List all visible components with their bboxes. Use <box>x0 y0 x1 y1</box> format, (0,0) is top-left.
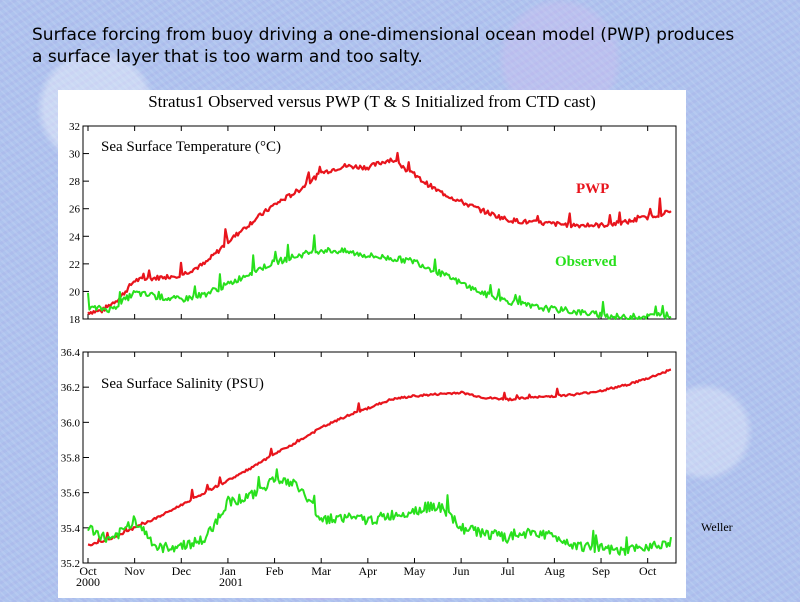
temperature-ytick-label: 26 <box>69 204 81 216</box>
caption-line-2: a surface layer that is too warm and too… <box>32 47 423 67</box>
salinity-series <box>87 368 672 556</box>
salinity-line-observed <box>87 468 672 556</box>
x-axis: Oct Nov Dec Jan Feb Mar Apr May Jun Jul Aug Sep Oct <box>79 564 657 578</box>
temperature-ytick-label: 22 <box>69 259 80 271</box>
temperature-ytick-label: 32 <box>69 121 80 133</box>
temperature-ytick-label: 20 <box>69 286 81 298</box>
x-tick-label: Jul <box>501 564 516 578</box>
x-tick-label: May <box>403 564 425 578</box>
chart-title: Stratus1 Observed versus PWP (T & S Init… <box>148 92 596 111</box>
chart-svg: Stratus1 Observed versus PWP (T & S Init… <box>61 92 677 589</box>
x-tick-label: Dec <box>172 564 191 578</box>
caption: Surface forcing from buoy driving a one-… <box>32 24 782 68</box>
figure-panel: Stratus1 Observed versus PWP (T & S Init… <box>58 90 686 598</box>
salinity-ytick-label: 36.0 <box>61 417 81 429</box>
salinity-ytick-label: 36.2 <box>61 382 80 394</box>
temperature-panel-frame <box>82 125 677 320</box>
temperature-panel-label: Sea Surface Temperature (°C) <box>101 139 281 155</box>
legend-pwp-label: PWP <box>576 181 609 197</box>
x-tick-label: Oct <box>79 564 97 578</box>
credit-label: Weller <box>701 520 733 534</box>
x-tick-label: Oct <box>639 564 657 578</box>
salinity-ytick-label: 35.8 <box>61 453 81 465</box>
year-label-2001: 2001 <box>219 575 243 589</box>
x-tick-label: Jun <box>453 564 470 578</box>
temperature-ytick-label: 28 <box>69 176 81 188</box>
x-tick-label: Feb <box>266 564 284 578</box>
x-tick-label: Mar <box>311 564 331 578</box>
salinity-ytick-label: 35.4 <box>61 523 81 535</box>
x-tick-label: Aug <box>544 564 565 578</box>
x-tick-label: Apr <box>359 564 378 578</box>
salinity-y-axis: 35.2 35.4 35.6 35.8 36.0 36.2 36.4 <box>61 347 649 570</box>
salinity-ytick-label: 36.4 <box>61 347 81 359</box>
caption-line-1: Surface forcing from buoy driving a one-… <box>32 25 735 45</box>
x-tick-label: Nov <box>124 564 145 578</box>
temperature-line-pwp <box>87 151 672 315</box>
x-tick-label: Jan <box>220 564 236 578</box>
temperature-ytick-label: 30 <box>69 149 81 161</box>
temperature-line-observed <box>87 234 672 320</box>
salinity-panel-label: Sea Surface Salinity (PSU) <box>101 376 264 392</box>
x-tick-label: Sep <box>592 564 610 578</box>
temperature-y-axis: 18 20 22 24 26 28 30 32 <box>69 121 649 326</box>
year-label-2000: 2000 <box>76 575 100 589</box>
salinity-line-pwp <box>87 368 672 547</box>
temperature-series <box>87 151 672 320</box>
salinity-ytick-label: 35.6 <box>61 488 81 500</box>
temperature-ytick-label: 24 <box>69 231 81 243</box>
legend-observed-label: Observed <box>555 254 617 270</box>
salinity-ytick-label: 35.2 <box>61 558 80 570</box>
temperature-ytick-label: 18 <box>69 314 81 326</box>
